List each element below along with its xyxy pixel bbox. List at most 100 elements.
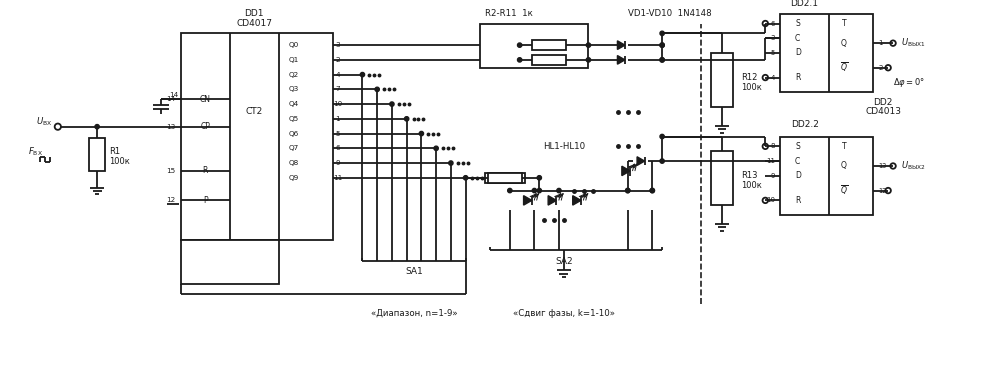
Circle shape xyxy=(517,43,522,47)
Text: Q3: Q3 xyxy=(289,86,299,93)
Text: Q6: Q6 xyxy=(289,131,299,136)
Text: R13: R13 xyxy=(741,171,757,180)
Circle shape xyxy=(660,43,664,47)
Text: 12: 12 xyxy=(878,187,887,194)
Text: C: C xyxy=(795,156,800,165)
Circle shape xyxy=(404,117,409,121)
Text: Q7: Q7 xyxy=(289,145,299,151)
Circle shape xyxy=(537,189,541,193)
Bar xyxy=(780,14,873,92)
Polygon shape xyxy=(622,166,630,176)
Text: 6: 6 xyxy=(771,20,775,27)
Text: 7: 7 xyxy=(336,86,340,93)
Text: R: R xyxy=(203,167,208,175)
Text: 14: 14 xyxy=(169,92,178,98)
Text: 10: 10 xyxy=(766,198,775,203)
Text: $\Delta\varphi = 0°$: $\Delta\varphi = 0°$ xyxy=(893,76,925,89)
Bar xyxy=(532,40,566,50)
Circle shape xyxy=(586,43,591,47)
Text: 9: 9 xyxy=(336,160,340,166)
Text: 8: 8 xyxy=(771,143,775,149)
Circle shape xyxy=(390,102,394,106)
Bar xyxy=(711,53,733,107)
Bar xyxy=(485,173,525,183)
Text: CD4017: CD4017 xyxy=(236,19,272,28)
Text: $U_{\rm BX}$: $U_{\rm BX}$ xyxy=(36,116,53,128)
Text: S: S xyxy=(795,19,800,28)
Circle shape xyxy=(660,43,664,47)
Text: S: S xyxy=(795,142,800,151)
Text: 1: 1 xyxy=(336,116,340,122)
Text: «Диапазон, n=1-9»: «Диапазон, n=1-9» xyxy=(371,309,458,318)
Text: Q: Q xyxy=(841,162,847,171)
Circle shape xyxy=(95,125,99,129)
Text: R: R xyxy=(795,196,800,205)
Text: 14: 14 xyxy=(166,96,176,102)
Text: 13: 13 xyxy=(166,124,176,130)
Text: R12: R12 xyxy=(741,73,757,82)
Text: C: C xyxy=(795,34,800,43)
Text: Q5: Q5 xyxy=(289,116,299,122)
Text: 13: 13 xyxy=(878,163,887,169)
Text: 2: 2 xyxy=(336,57,340,63)
Text: 11: 11 xyxy=(766,158,775,164)
Text: SA2: SA2 xyxy=(555,257,573,266)
Text: 12: 12 xyxy=(166,198,176,203)
Text: Q9: Q9 xyxy=(289,175,299,181)
Text: 100к: 100к xyxy=(741,181,762,190)
Text: $\overline{Q}$: $\overline{Q}$ xyxy=(840,61,848,74)
Text: $U_{\rm ВЫХ2}$: $U_{\rm ВЫХ2}$ xyxy=(901,160,925,172)
Bar xyxy=(488,173,522,183)
Text: D: D xyxy=(795,171,801,180)
Text: 10: 10 xyxy=(333,101,342,107)
Circle shape xyxy=(660,58,664,62)
Text: VD1-VD10  1N4148: VD1-VD10 1N4148 xyxy=(628,9,711,18)
Circle shape xyxy=(586,58,591,62)
Text: Q1: Q1 xyxy=(289,57,299,63)
Text: CD4013: CD4013 xyxy=(865,107,901,116)
Text: D: D xyxy=(795,49,801,58)
Polygon shape xyxy=(548,196,556,205)
Circle shape xyxy=(532,189,537,193)
Text: 100к: 100к xyxy=(741,83,762,92)
Circle shape xyxy=(650,189,654,193)
Text: 5: 5 xyxy=(336,131,340,136)
Bar xyxy=(532,55,566,65)
Polygon shape xyxy=(617,41,625,49)
Text: DD2.1: DD2.1 xyxy=(791,0,819,8)
Text: 3: 3 xyxy=(336,42,340,48)
Circle shape xyxy=(537,176,541,180)
Circle shape xyxy=(626,189,630,193)
Text: 4: 4 xyxy=(771,74,775,81)
Text: DD2.2: DD2.2 xyxy=(791,120,819,129)
Text: 11: 11 xyxy=(333,175,342,181)
Circle shape xyxy=(660,134,664,139)
Text: 5: 5 xyxy=(771,50,775,56)
Text: 15: 15 xyxy=(166,168,176,174)
Text: Q: Q xyxy=(841,39,847,48)
Polygon shape xyxy=(637,157,645,165)
Text: 100к: 100к xyxy=(109,156,130,165)
Circle shape xyxy=(360,73,365,77)
Text: P: P xyxy=(203,196,208,205)
Text: CP: CP xyxy=(200,122,210,131)
Text: R: R xyxy=(795,73,800,82)
Circle shape xyxy=(626,189,630,193)
Circle shape xyxy=(557,189,561,193)
Circle shape xyxy=(660,58,664,62)
Polygon shape xyxy=(617,56,625,64)
Circle shape xyxy=(517,58,522,62)
Text: Q8: Q8 xyxy=(289,160,299,166)
Circle shape xyxy=(463,176,468,180)
Text: T: T xyxy=(842,19,846,28)
Text: $\overline{Q}$: $\overline{Q}$ xyxy=(840,184,848,197)
Text: CT2: CT2 xyxy=(246,107,263,116)
Circle shape xyxy=(375,87,379,91)
Bar xyxy=(780,136,873,215)
Bar xyxy=(480,24,588,68)
Bar xyxy=(711,151,733,205)
Text: T: T xyxy=(842,142,846,151)
Text: 3: 3 xyxy=(771,35,775,41)
Text: «Сдвиг фазы, k=1-10»: «Сдвиг фазы, k=1-10» xyxy=(513,309,615,318)
Circle shape xyxy=(419,131,424,136)
